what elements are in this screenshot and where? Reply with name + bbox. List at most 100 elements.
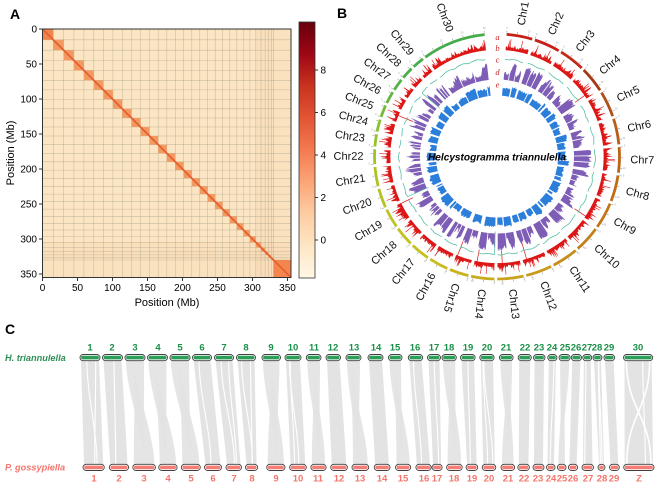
svg-text:30: 30 (633, 343, 644, 354)
svg-text:Chr25: Chr25 (343, 90, 375, 112)
svg-text:P. gossypiella: P. gossypiella (5, 463, 65, 473)
svg-text:23: 23 (534, 343, 545, 354)
svg-text:50: 50 (72, 283, 84, 294)
svg-text:10: 10 (601, 81, 604, 84)
svg-text:Chr10: Chr10 (591, 242, 621, 271)
svg-text:150: 150 (139, 283, 156, 294)
svg-text:10: 10 (293, 474, 304, 485)
svg-text:Chr11: Chr11 (566, 264, 592, 295)
svg-text:17: 17 (432, 474, 443, 485)
svg-text:1: 1 (91, 474, 97, 485)
svg-text:10: 10 (560, 265, 563, 268)
svg-text:12: 12 (334, 474, 345, 485)
svg-text:8: 8 (249, 474, 254, 485)
svg-text:8: 8 (321, 66, 327, 77)
svg-text:Z: Z (636, 474, 642, 485)
svg-text:Chr23: Chr23 (334, 129, 365, 145)
svg-text:30: 30 (483, 27, 486, 30)
svg-text:250: 250 (20, 200, 37, 211)
svg-text:0: 0 (369, 163, 371, 166)
svg-text:e: e (496, 80, 500, 90)
svg-text:Chr17: Chr17 (390, 257, 418, 288)
svg-text:8: 8 (243, 343, 248, 354)
svg-text:27: 27 (583, 474, 594, 485)
svg-text:20: 20 (484, 474, 495, 485)
svg-text:B: B (337, 5, 347, 21)
svg-text:16: 16 (419, 474, 430, 485)
svg-text:9: 9 (273, 474, 278, 485)
svg-text:0: 0 (615, 204, 617, 207)
svg-text:150: 150 (20, 130, 37, 141)
svg-text:24: 24 (546, 474, 557, 485)
svg-text:0: 0 (444, 272, 446, 275)
svg-text:Chr21: Chr21 (335, 172, 367, 189)
svg-text:10: 10 (501, 282, 504, 285)
svg-text:0: 0 (372, 186, 374, 189)
svg-text:18: 18 (444, 343, 455, 354)
svg-text:5: 5 (188, 474, 194, 485)
svg-text:3: 3 (141, 474, 146, 485)
svg-text:0: 0 (381, 99, 383, 102)
svg-text:2: 2 (109, 343, 114, 354)
svg-text:0: 0 (375, 113, 377, 116)
svg-text:0: 0 (391, 228, 393, 231)
svg-text:0: 0 (40, 283, 46, 294)
svg-text:29: 29 (604, 343, 615, 354)
svg-text:10: 10 (471, 280, 474, 283)
svg-text:C: C (5, 321, 15, 337)
svg-text:13: 13 (355, 474, 366, 485)
svg-text:18: 18 (449, 474, 460, 485)
svg-text:Position (Mb): Position (Mb) (5, 121, 17, 186)
svg-text:Chr30: Chr30 (433, 2, 455, 34)
svg-text:20: 20 (461, 31, 464, 34)
svg-text:20: 20 (482, 343, 493, 354)
svg-text:10: 10 (528, 31, 531, 34)
svg-text:Chr3: Chr3 (574, 28, 598, 54)
svg-text:0: 0 (421, 51, 423, 54)
svg-text:0: 0 (369, 144, 371, 147)
svg-text:0: 0 (579, 253, 581, 256)
svg-text:25: 25 (560, 343, 571, 354)
svg-text:Chr16: Chr16 (414, 271, 439, 303)
svg-text:Chr4: Chr4 (597, 53, 623, 77)
svg-text:15: 15 (398, 474, 409, 485)
svg-text:21: 21 (503, 474, 514, 485)
svg-text:11: 11 (313, 474, 324, 485)
svg-text:26: 26 (571, 343, 582, 354)
svg-text:Position (Mb): Position (Mb) (135, 297, 200, 309)
svg-text:300: 300 (244, 283, 261, 294)
svg-text:0: 0 (380, 208, 382, 211)
svg-text:a: a (495, 32, 499, 42)
svg-text:10: 10 (617, 196, 620, 199)
svg-text:Chr15: Chr15 (441, 282, 462, 314)
svg-text:Chr13: Chr13 (506, 289, 521, 320)
svg-text:0: 0 (563, 45, 565, 48)
svg-text:Chr22: Chr22 (334, 151, 364, 163)
svg-text:12: 12 (328, 343, 339, 354)
svg-text:11: 11 (309, 343, 320, 354)
svg-text:350: 350 (20, 270, 37, 281)
svg-text:10: 10 (531, 277, 534, 280)
svg-text:H. triannulella: H. triannulella (5, 353, 66, 363)
svg-text:10: 10 (615, 108, 618, 111)
svg-text:0: 0 (599, 230, 601, 233)
svg-text:100: 100 (20, 95, 37, 106)
svg-text:24: 24 (547, 343, 558, 354)
svg-text:200: 200 (174, 283, 191, 294)
svg-text:10: 10 (581, 59, 584, 62)
svg-text:9: 9 (268, 343, 273, 354)
svg-text:3: 3 (132, 343, 137, 354)
svg-text:Chr8: Chr8 (624, 185, 650, 203)
svg-text:A: A (10, 6, 20, 22)
svg-text:2: 2 (321, 193, 327, 204)
svg-text:Chr24: Chr24 (337, 109, 369, 128)
svg-text:6: 6 (321, 108, 327, 119)
svg-text:0: 0 (371, 128, 373, 131)
svg-text:16: 16 (410, 343, 421, 354)
svg-text:Chr7: Chr7 (630, 154, 654, 167)
svg-text:0: 0 (618, 115, 620, 118)
svg-text:50: 50 (26, 60, 38, 71)
svg-text:0: 0 (587, 64, 589, 67)
svg-text:Chr19: Chr19 (353, 219, 385, 244)
svg-text:0: 0 (524, 280, 526, 283)
